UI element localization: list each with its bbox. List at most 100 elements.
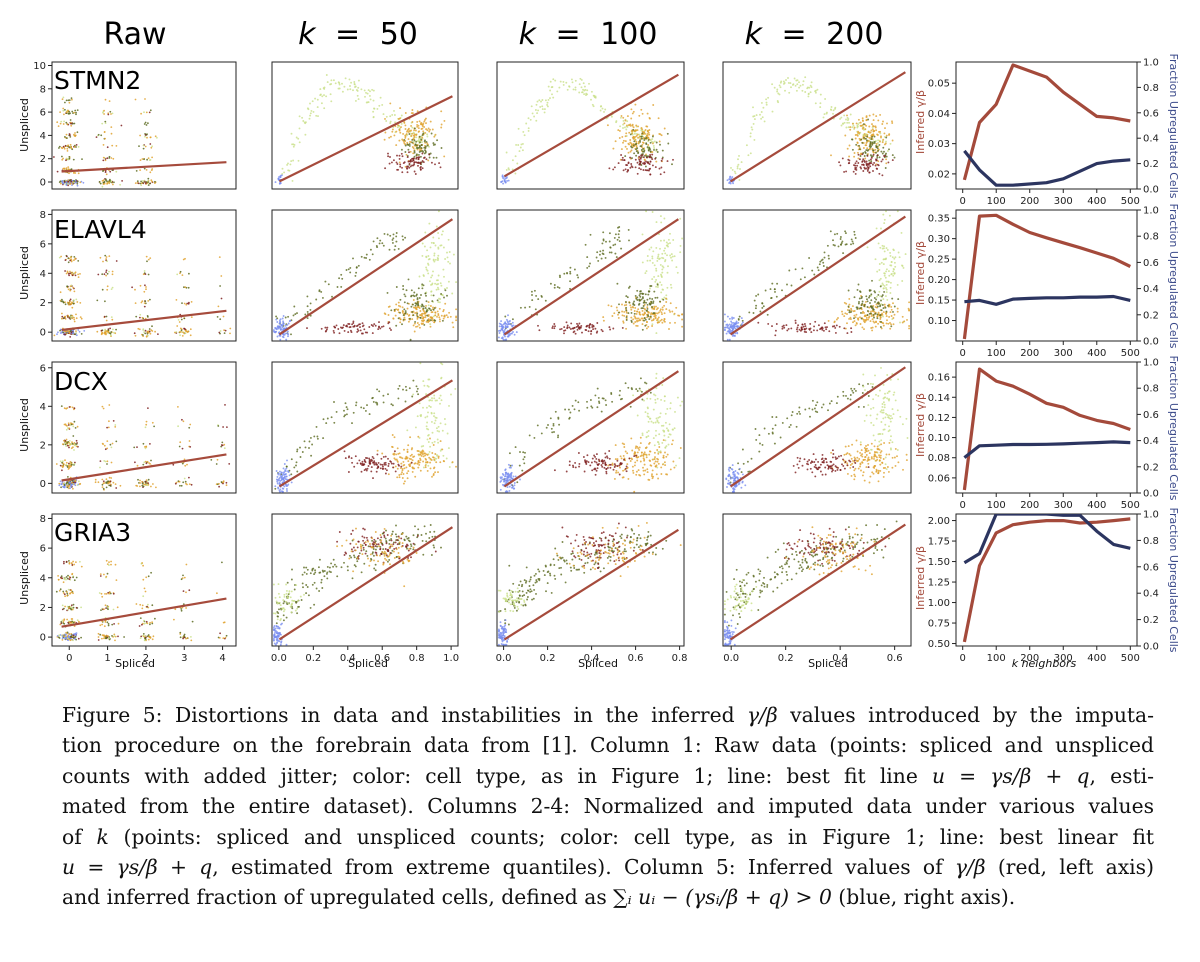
scatter-point (73, 256, 76, 258)
scatter-point (145, 462, 148, 465)
scatter-point (398, 139, 401, 142)
scatter-point (424, 314, 427, 317)
scatter-point (394, 541, 397, 544)
scatter-point (407, 460, 410, 463)
scatter-point (634, 294, 637, 297)
scatter-point (67, 109, 69, 112)
scatter-point (359, 326, 361, 329)
scatter-point (147, 177, 150, 180)
scatter-point (361, 535, 364, 538)
scatter-point (643, 139, 646, 141)
scatter-point (363, 256, 366, 259)
scatter-point (432, 143, 435, 146)
scatter-point (65, 578, 67, 581)
scatter-point (273, 628, 276, 631)
scatter-point (408, 465, 411, 467)
scatter-point (408, 547, 411, 550)
scatter-point (68, 112, 70, 115)
scatter-point (70, 618, 73, 620)
scatter-point (109, 327, 111, 330)
scatter-point (381, 452, 384, 455)
scatter-point (327, 283, 330, 286)
scatter-point (573, 330, 576, 333)
scatter-point (608, 251, 611, 254)
scatter-point (364, 461, 367, 464)
scatter-point (669, 242, 671, 245)
scatter-point (65, 183, 68, 186)
scatter-point (433, 394, 436, 397)
scatter-point (369, 462, 372, 465)
scatter-point (413, 163, 416, 166)
scatter-point (184, 464, 187, 467)
imputed-panel-k100-stmn2 (496, 61, 685, 190)
scatter-point (116, 606, 119, 609)
scatter-point (62, 443, 64, 446)
scatter-point (222, 637, 225, 640)
scatter-point (653, 315, 656, 318)
scatter-point (97, 273, 100, 276)
scatter-point (594, 327, 597, 330)
scatter-point (636, 299, 639, 301)
scatter-point (356, 89, 359, 92)
scatter-point (423, 525, 426, 528)
scatter-point (447, 260, 450, 263)
scatter-point (104, 120, 107, 123)
scatter-point (371, 88, 374, 91)
scatter-point (351, 529, 354, 532)
scatter-point (366, 467, 369, 470)
scatter-point (578, 91, 581, 94)
scatter-point (183, 302, 186, 305)
scatter-point (276, 325, 279, 328)
scatter-point (426, 453, 429, 456)
scatter-point (136, 464, 139, 467)
scatter-point (301, 582, 304, 585)
scatter-point (434, 453, 437, 455)
scatter-point (79, 302, 82, 304)
scatter-point (587, 330, 590, 333)
scatter-point (210, 459, 213, 461)
scatter-point (61, 317, 63, 320)
scatter-point (188, 440, 191, 442)
scatter-point (655, 221, 658, 224)
scatter-point (530, 105, 533, 108)
scatter-point (59, 480, 62, 483)
scatter-point (557, 434, 560, 437)
scatter-point (621, 326, 624, 329)
scatter-point (62, 167, 65, 170)
scatter-point (389, 552, 392, 554)
scatter-point (110, 563, 112, 566)
scatter-point (659, 239, 662, 242)
scatter-point (278, 601, 281, 604)
scatter-point (417, 287, 420, 290)
scatter-point (369, 543, 371, 545)
scatter-point (374, 531, 377, 533)
scatter-point (602, 238, 605, 241)
panel-frame (271, 61, 459, 190)
scatter-point (421, 242, 424, 245)
scatter-point (655, 285, 658, 288)
scatter-point (634, 321, 637, 323)
scatter-point (108, 404, 111, 406)
scatter-point (540, 100, 542, 103)
scatter-point (74, 481, 76, 484)
scatter-point (527, 117, 530, 120)
scatter-point (648, 129, 651, 131)
scatter-point (425, 425, 428, 428)
scatter-point (401, 471, 403, 474)
scatter-point (422, 380, 425, 383)
scatter-point (360, 255, 363, 258)
scatter-point (276, 610, 279, 613)
scatter-point (425, 140, 428, 143)
scatter-point (395, 144, 398, 147)
scatter-point (663, 296, 666, 299)
scatter-point (218, 256, 221, 258)
scatter-point (534, 109, 537, 111)
scatter-point (424, 149, 426, 152)
scatter-point (332, 79, 335, 82)
scatter-point (628, 131, 631, 134)
scatter-point (350, 457, 353, 460)
scatter-point (404, 144, 407, 147)
scatter-point (114, 426, 117, 428)
scatter-point (377, 543, 380, 546)
scatter-point (280, 623, 282, 626)
